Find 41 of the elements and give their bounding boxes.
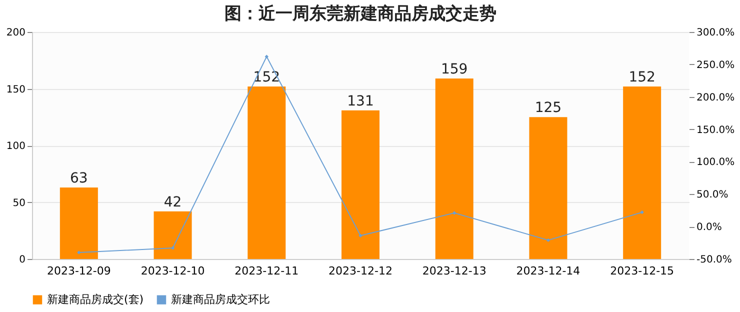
y-tick-label: 150: [6, 84, 26, 96]
bar: [529, 117, 568, 259]
legend-label: 新建商品房成交环比: [171, 292, 270, 306]
data-label: 152: [628, 69, 656, 86]
data-label: 159: [440, 62, 468, 78]
bar: [154, 211, 192, 259]
y-tick-label: 50: [12, 198, 26, 209]
y2-tick-label: 100.0%: [696, 157, 735, 168]
x-tick-label: 2023-12-11: [234, 264, 299, 278]
x-tick-label: 2023-12-09: [46, 264, 111, 278]
x-tick-label: 2023-12-12: [328, 264, 392, 278]
bar: [623, 86, 662, 259]
x-tick-label: 2023-12-13: [422, 264, 486, 278]
point: [170, 246, 175, 250]
x-tick-label: 2023-12-10: [140, 264, 205, 278]
y2-tick-label: -50.0%: [696, 254, 732, 266]
data-label: 131: [347, 93, 374, 110]
bar: [60, 187, 98, 259]
y-tick-label: 0: [19, 254, 26, 266]
chart-title: 图：近一周东莞新建商品房成交走势: [224, 4, 496, 24]
data-label: 42: [164, 194, 182, 210]
point: [452, 211, 456, 215]
x-tick-label: 2023-12-15: [610, 264, 674, 278]
bar: [435, 78, 474, 259]
point: [640, 210, 644, 214]
y-tick-label: 200: [6, 28, 26, 38]
y2-tick-label: 50.0%: [696, 190, 728, 201]
data-label: 125: [534, 100, 562, 116]
point: [358, 234, 362, 238]
x-tick-label: 2023-12-14: [516, 264, 580, 278]
data-label: 63: [70, 170, 88, 186]
y2-tick-label: 200.0%: [696, 92, 735, 104]
y2-tick-label: 300.0%: [696, 28, 735, 38]
y-tick-label: 100: [6, 141, 26, 152]
point: [264, 54, 269, 59]
y2-tick-label: 250.0%: [696, 60, 735, 71]
bar: [342, 110, 380, 259]
bar: [248, 86, 286, 259]
legend-label: 新建商品房成交(套): [47, 292, 144, 306]
y2-tick-label: 150.0%: [696, 124, 735, 136]
y2-tick-label: 0.0%: [696, 222, 722, 234]
